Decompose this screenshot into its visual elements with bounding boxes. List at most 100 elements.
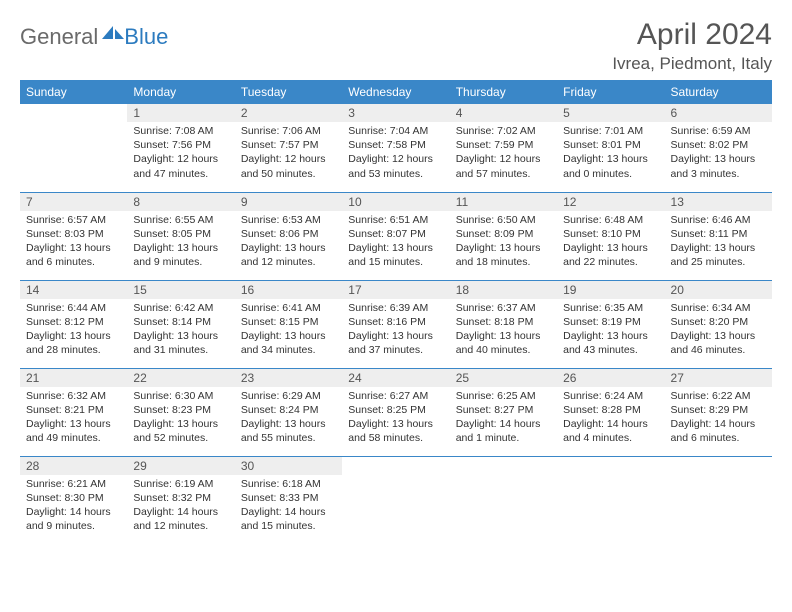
sunset-line: Sunset: 8:02 PM [671, 138, 766, 152]
day-number: 5 [557, 104, 664, 122]
title-block: April 2024 Ivrea, Piedmont, Italy [612, 18, 772, 74]
daylight-line: Daylight: 13 hours and 25 minutes. [671, 241, 766, 269]
day-info: Sunrise: 6:35 AMSunset: 8:19 PMDaylight:… [557, 299, 664, 358]
sunset-line: Sunset: 8:18 PM [456, 315, 551, 329]
day-cell [557, 456, 664, 544]
calendar-head: SundayMondayTuesdayWednesdayThursdayFrid… [20, 80, 772, 104]
sunset-line: Sunset: 8:24 PM [241, 403, 336, 417]
day-cell: 22Sunrise: 6:30 AMSunset: 8:23 PMDayligh… [127, 368, 234, 456]
daylight-line: Daylight: 12 hours and 53 minutes. [348, 152, 443, 180]
day-info: Sunrise: 6:48 AMSunset: 8:10 PMDaylight:… [557, 211, 664, 270]
logo-word-general: General [20, 24, 98, 50]
day-cell: 17Sunrise: 6:39 AMSunset: 8:16 PMDayligh… [342, 280, 449, 368]
day-cell: 1Sunrise: 7:08 AMSunset: 7:56 PMDaylight… [127, 104, 234, 192]
weekday-header: Sunday [20, 80, 127, 104]
sunset-line: Sunset: 8:20 PM [671, 315, 766, 329]
sunrise-line: Sunrise: 7:01 AM [563, 124, 658, 138]
daylight-line: Daylight: 14 hours and 15 minutes. [241, 505, 336, 533]
daylight-line: Daylight: 13 hours and 3 minutes. [671, 152, 766, 180]
day-info: Sunrise: 6:32 AMSunset: 8:21 PMDaylight:… [20, 387, 127, 446]
calendar-table: SundayMondayTuesdayWednesdayThursdayFrid… [20, 80, 772, 544]
daylight-line: Daylight: 13 hours and 0 minutes. [563, 152, 658, 180]
day-number: 13 [665, 193, 772, 211]
sunrise-line: Sunrise: 6:51 AM [348, 213, 443, 227]
day-cell: 25Sunrise: 6:25 AMSunset: 8:27 PMDayligh… [450, 368, 557, 456]
day-cell: 13Sunrise: 6:46 AMSunset: 8:11 PMDayligh… [665, 192, 772, 280]
day-info: Sunrise: 6:39 AMSunset: 8:16 PMDaylight:… [342, 299, 449, 358]
sunset-line: Sunset: 8:28 PM [563, 403, 658, 417]
daylight-line: Daylight: 14 hours and 9 minutes. [26, 505, 121, 533]
sunset-line: Sunset: 8:27 PM [456, 403, 551, 417]
sunrise-line: Sunrise: 6:50 AM [456, 213, 551, 227]
day-cell: 10Sunrise: 6:51 AMSunset: 8:07 PMDayligh… [342, 192, 449, 280]
day-number: 29 [127, 457, 234, 475]
day-info: Sunrise: 6:25 AMSunset: 8:27 PMDaylight:… [450, 387, 557, 446]
sunrise-line: Sunrise: 6:46 AM [671, 213, 766, 227]
daylight-line: Daylight: 13 hours and 28 minutes. [26, 329, 121, 357]
day-cell: 16Sunrise: 6:41 AMSunset: 8:15 PMDayligh… [235, 280, 342, 368]
daylight-line: Daylight: 13 hours and 52 minutes. [133, 417, 228, 445]
day-number: 25 [450, 369, 557, 387]
sunrise-line: Sunrise: 7:02 AM [456, 124, 551, 138]
calendar-body: 1Sunrise: 7:08 AMSunset: 7:56 PMDaylight… [20, 104, 772, 544]
daylight-line: Daylight: 13 hours and 9 minutes. [133, 241, 228, 269]
day-number: 27 [665, 369, 772, 387]
sunrise-line: Sunrise: 6:59 AM [671, 124, 766, 138]
day-info: Sunrise: 6:57 AMSunset: 8:03 PMDaylight:… [20, 211, 127, 270]
day-number: 19 [557, 281, 664, 299]
sunset-line: Sunset: 7:57 PM [241, 138, 336, 152]
sunrise-line: Sunrise: 6:37 AM [456, 301, 551, 315]
day-info: Sunrise: 6:30 AMSunset: 8:23 PMDaylight:… [127, 387, 234, 446]
day-cell: 19Sunrise: 6:35 AMSunset: 8:19 PMDayligh… [557, 280, 664, 368]
day-info: Sunrise: 6:42 AMSunset: 8:14 PMDaylight:… [127, 299, 234, 358]
day-cell: 27Sunrise: 6:22 AMSunset: 8:29 PMDayligh… [665, 368, 772, 456]
daylight-line: Daylight: 13 hours and 12 minutes. [241, 241, 336, 269]
sunrise-line: Sunrise: 7:06 AM [241, 124, 336, 138]
day-cell: 8Sunrise: 6:55 AMSunset: 8:05 PMDaylight… [127, 192, 234, 280]
day-info: Sunrise: 6:34 AMSunset: 8:20 PMDaylight:… [665, 299, 772, 358]
day-info: Sunrise: 6:53 AMSunset: 8:06 PMDaylight:… [235, 211, 342, 270]
daylight-line: Daylight: 13 hours and 58 minutes. [348, 417, 443, 445]
sunset-line: Sunset: 8:21 PM [26, 403, 121, 417]
day-cell [665, 456, 772, 544]
day-cell: 30Sunrise: 6:18 AMSunset: 8:33 PMDayligh… [235, 456, 342, 544]
sunset-line: Sunset: 8:30 PM [26, 491, 121, 505]
sunrise-line: Sunrise: 6:53 AM [241, 213, 336, 227]
sunset-line: Sunset: 8:29 PM [671, 403, 766, 417]
sunrise-line: Sunrise: 6:41 AM [241, 301, 336, 315]
sunrise-line: Sunrise: 6:34 AM [671, 301, 766, 315]
weekday-header: Thursday [450, 80, 557, 104]
logo-word-blue: Blue [124, 24, 168, 50]
day-info: Sunrise: 6:46 AMSunset: 8:11 PMDaylight:… [665, 211, 772, 270]
day-number: 23 [235, 369, 342, 387]
daylight-line: Daylight: 13 hours and 46 minutes. [671, 329, 766, 357]
daylight-line: Daylight: 12 hours and 57 minutes. [456, 152, 551, 180]
day-info: Sunrise: 6:44 AMSunset: 8:12 PMDaylight:… [20, 299, 127, 358]
day-cell: 23Sunrise: 6:29 AMSunset: 8:24 PMDayligh… [235, 368, 342, 456]
sunset-line: Sunset: 8:19 PM [563, 315, 658, 329]
sunset-line: Sunset: 8:10 PM [563, 227, 658, 241]
day-number: 10 [342, 193, 449, 211]
daylight-line: Daylight: 14 hours and 4 minutes. [563, 417, 658, 445]
day-number: 18 [450, 281, 557, 299]
day-number: 3 [342, 104, 449, 122]
day-number: 9 [235, 193, 342, 211]
daylight-line: Daylight: 13 hours and 6 minutes. [26, 241, 121, 269]
sunrise-line: Sunrise: 7:08 AM [133, 124, 228, 138]
weekday-header: Friday [557, 80, 664, 104]
day-cell: 12Sunrise: 6:48 AMSunset: 8:10 PMDayligh… [557, 192, 664, 280]
daylight-line: Daylight: 13 hours and 49 minutes. [26, 417, 121, 445]
sunrise-line: Sunrise: 6:48 AM [563, 213, 658, 227]
sunset-line: Sunset: 8:12 PM [26, 315, 121, 329]
day-cell: 15Sunrise: 6:42 AMSunset: 8:14 PMDayligh… [127, 280, 234, 368]
day-info: Sunrise: 6:37 AMSunset: 8:18 PMDaylight:… [450, 299, 557, 358]
day-info: Sunrise: 6:29 AMSunset: 8:24 PMDaylight:… [235, 387, 342, 446]
sunset-line: Sunset: 8:01 PM [563, 138, 658, 152]
sunrise-line: Sunrise: 6:22 AM [671, 389, 766, 403]
day-info: Sunrise: 6:22 AMSunset: 8:29 PMDaylight:… [665, 387, 772, 446]
day-info: Sunrise: 6:19 AMSunset: 8:32 PMDaylight:… [127, 475, 234, 534]
daylight-line: Daylight: 13 hours and 31 minutes. [133, 329, 228, 357]
daylight-line: Daylight: 13 hours and 18 minutes. [456, 241, 551, 269]
location-label: Ivrea, Piedmont, Italy [612, 54, 772, 74]
sunrise-line: Sunrise: 6:57 AM [26, 213, 121, 227]
